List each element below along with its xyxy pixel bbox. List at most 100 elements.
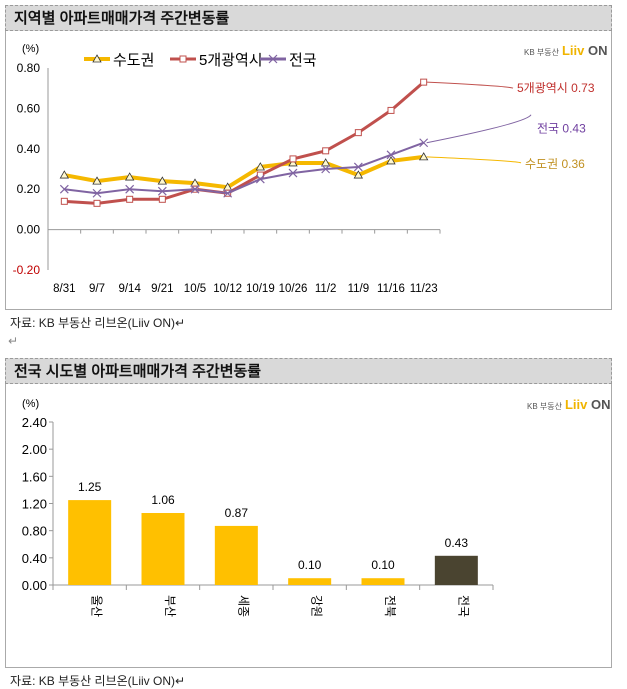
source-note-1: 자료: KB 부동산 리브온(Liiv ON)↵ [10, 316, 186, 330]
data-point-5개광역시 [158, 195, 166, 203]
data-point-수도권 [418, 152, 429, 161]
kb-liivon-logo-2: KB 부동산 Liiv ON [527, 397, 611, 412]
paragraph-mark: ↵ [8, 334, 19, 348]
x-tick-label: 11/2 [315, 283, 337, 295]
x-tick-label: 9/7 [89, 283, 105, 295]
x-tick-label: 10/19 [246, 283, 275, 295]
chart2-title: 전국 시도별 아파트매매가격 주간변동률 [5, 358, 612, 384]
data-point-전국 [353, 162, 363, 172]
y-tick-label: 2.00 [22, 442, 47, 457]
y-tick-label: 1.20 [22, 497, 47, 512]
x-tick-label: 전국 [456, 595, 470, 617]
data-point-5개광역시 [256, 171, 264, 179]
data-point-전국 [321, 164, 331, 174]
bar-전국 [434, 555, 478, 585]
data-point-5개광역시 [60, 197, 68, 205]
label-leader [426, 114, 532, 144]
legend-label: 5개광역시 [199, 52, 263, 69]
data-point-전국 [157, 186, 167, 196]
legend-label: 전국 [289, 52, 317, 69]
x-tick-label: 세종 [236, 595, 250, 617]
data-point-전국 [255, 174, 265, 184]
data-point-전국 [190, 184, 200, 194]
x-tick-label: 강원 [310, 595, 324, 617]
data-point-전국 [288, 168, 298, 178]
x-tick-label: 전북 [383, 595, 397, 617]
data-label: 1.06 [151, 493, 175, 507]
x-tick-label: 10/12 [213, 283, 242, 295]
data-point-5개광역시 [387, 106, 395, 114]
data-label: 0.87 [225, 506, 249, 520]
data-point-5개광역시 [179, 55, 187, 63]
bar-세종 [214, 525, 258, 585]
bar-울산 [68, 500, 112, 585]
data-point-5개광역시 [354, 129, 362, 137]
label-leader [426, 156, 522, 164]
bar-전북 [361, 578, 405, 585]
x-tick-label: 11/9 [348, 283, 370, 295]
data-label: 0.43 [445, 536, 469, 550]
y-tick-label: 0.00 [22, 578, 47, 593]
x-tick-label: 9/21 [151, 283, 173, 295]
kb-liivon-logo: KB 부동산 Liiv ON [524, 43, 608, 58]
y-axis-unit: (%) [22, 398, 39, 410]
y-tick-label: -0.20 [13, 263, 41, 277]
y-tick-label: 1.60 [22, 469, 47, 484]
data-point-수도권 [288, 158, 298, 167]
y-tick-label: 0.80 [17, 61, 41, 75]
data-point-수도권 [255, 162, 266, 171]
series-line-5개광역시 [64, 81, 425, 205]
y-tick-label: 0.40 [22, 551, 47, 566]
series-line-수도권 [63, 154, 424, 190]
data-point-수도권 [59, 170, 70, 179]
data-point-5개광역시 [93, 199, 101, 207]
data-point-5개광역시 [322, 147, 330, 155]
x-tick-label: 11/23 [410, 283, 438, 295]
data-point-5개광역시 [289, 155, 297, 163]
y-tick-label: 0.20 [17, 182, 41, 196]
data-point-전국 [92, 188, 102, 198]
y-tick-label: 2.40 [22, 415, 47, 430]
x-tick-label: 11/16 [377, 283, 405, 295]
data-point-5개광역시 [126, 195, 134, 203]
x-tick-label: 부산 [163, 595, 177, 617]
end-label: 전국 0.43 [537, 122, 586, 136]
x-tick-label: 8/31 [53, 283, 75, 295]
bar-강원 [288, 578, 332, 585]
source-note-2: 자료: KB 부동산 리브온(Liiv ON)↵ [10, 674, 186, 688]
data-label: 1.25 [78, 480, 102, 494]
chart1-title: 지역별 아파트매매가격 주간변동률 [5, 5, 612, 31]
data-point-전국 [386, 150, 396, 160]
end-label: 5개광역시 0.73 [517, 81, 595, 95]
data-point-수도권 [92, 176, 102, 185]
data-point-전국 [223, 188, 233, 198]
data-point-수도권 [353, 170, 364, 179]
x-tick-label: 10/5 [184, 283, 206, 295]
data-label: 0.10 [371, 558, 395, 572]
y-tick-label: 0.80 [22, 524, 47, 539]
x-tick-label: 10/26 [279, 283, 308, 295]
y-tick-label: 0.00 [17, 223, 41, 237]
data-point-수도권 [92, 54, 102, 63]
chart1-frame [5, 31, 612, 310]
data-point-수도권 [320, 158, 331, 167]
data-point-전국 [268, 54, 278, 64]
x-tick-label: 9/14 [118, 283, 141, 295]
label-leader [426, 81, 514, 89]
legend-label: 수도권 [113, 52, 154, 69]
data-point-수도권 [124, 172, 135, 181]
data-point-전국 [419, 138, 429, 148]
y-tick-label: 0.40 [17, 142, 41, 156]
y-tick-label: 0.60 [17, 101, 41, 115]
data-point-전국 [125, 184, 135, 194]
x-tick-label: 울산 [90, 595, 104, 617]
chart2-frame [5, 384, 612, 668]
end-label: 수도권 0.36 [525, 157, 585, 171]
data-point-수도권 [386, 156, 396, 165]
data-point-수도권 [157, 176, 168, 185]
data-point-전국 [59, 184, 69, 194]
y-axis-unit: (%) [22, 43, 39, 55]
bar-부산 [141, 513, 185, 585]
